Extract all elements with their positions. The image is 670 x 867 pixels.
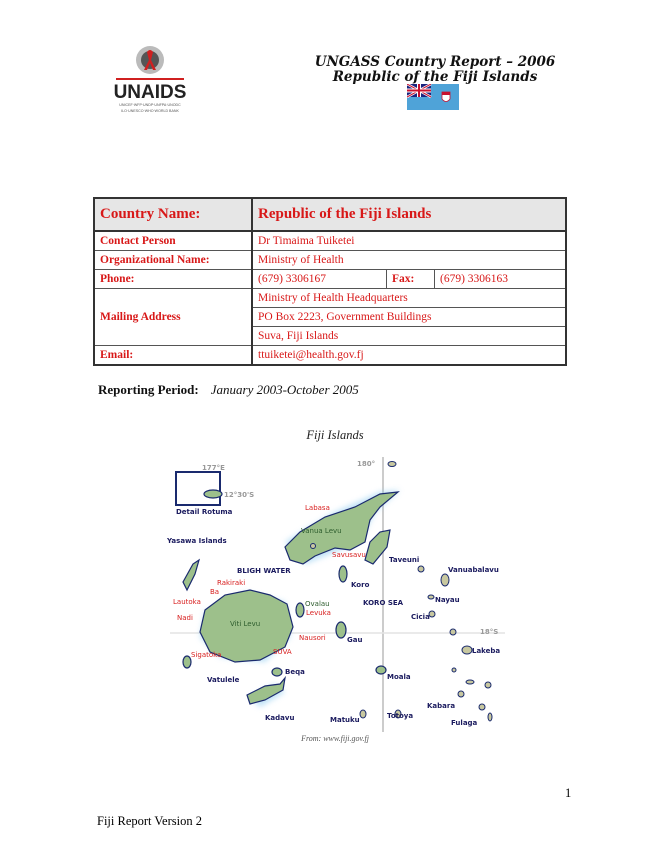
svg-text:ILO·UNESCO·WHO·WORLD BANK: ILO·UNESCO·WHO·WORLD BANK <box>121 109 179 113</box>
org-name-label: Organizational Name: <box>93 250 253 270</box>
map-label: Levuka <box>306 609 331 617</box>
map-label: 18°S <box>480 628 498 636</box>
map-label: Labasa <box>305 504 330 512</box>
map-label: Rakiraki <box>217 579 245 587</box>
reporting-period: Reporting Period: January 2003-October 20… <box>98 382 359 398</box>
phone-value: (679) 3306167 <box>251 269 387 289</box>
map-label: Yasawa Islands <box>166 537 227 545</box>
table-row: Phone: (679) 3306167 Fax: (679) 3306163 <box>93 269 567 289</box>
map-label: Totoya <box>387 712 413 720</box>
fax-value: (679) 3306163 <box>434 269 567 289</box>
table-row: Country Name: Republic of the Fiji Islan… <box>93 197 567 232</box>
map-label: Gau <box>347 636 362 644</box>
report-title-line1: UNGASS Country Report – 2006 <box>314 54 556 70</box>
country-name-value: Republic of the Fiji Islands <box>251 197 567 232</box>
map-label: Nayau <box>435 596 460 604</box>
email-value[interactable]: ttuiketei@health.gov.fj <box>251 345 567 366</box>
mailing-address-line: Suva, Fiji Islands <box>251 326 567 346</box>
map-label: Lakeba <box>472 647 500 655</box>
table-row: Email: ttuiketei@health.gov.fj <box>93 345 567 366</box>
svg-text:UNAIDS: UNAIDS <box>114 82 187 103</box>
map-label: Beqa <box>285 668 305 676</box>
phone-label: Phone: <box>93 269 253 289</box>
map-label: Koro <box>351 581 370 589</box>
map-label: Kabara <box>427 702 455 710</box>
viti-levu <box>199 589 294 663</box>
fax-label: Fax: <box>386 269 435 289</box>
country-info-table: Country Name: Republic of the Fiji Islan… <box>93 197 567 366</box>
map-label: Nausori <box>299 634 326 642</box>
map-label: Savusavu <box>332 551 366 559</box>
table-row: Contact Person Dr Timaima Tuiketei <box>93 230 567 251</box>
map-label: Vanuabalavu <box>448 566 499 574</box>
report-title: UNGASS Country Report – 2006 Republic of… <box>300 55 570 85</box>
org-name-value: Ministry of Health <box>251 250 567 270</box>
page-number: 1 <box>565 786 572 800</box>
reporting-period-value: January 2003-October 2005 <box>210 382 359 397</box>
map-label: Lautoka <box>173 598 201 606</box>
map-label: Detail Rotuma <box>176 508 233 516</box>
map-label: Viti Levu <box>230 620 260 628</box>
map-label: Ovalau <box>305 600 330 608</box>
taveuni <box>364 529 391 565</box>
map-label: KORO SEA <box>363 599 404 607</box>
fiji-map: 180° 177°E 12°30'S 18°S Detail Rotuma Ya… <box>165 452 510 734</box>
map-label: 180° <box>357 460 375 468</box>
map-label: 177°E <box>202 464 225 472</box>
footer-text: Fiji Report Version 2 <box>97 814 202 828</box>
map-label: Kadavu <box>265 714 294 722</box>
mailing-address-label: Mailing Address <box>93 288 253 346</box>
mailing-address-line: PO Box 2223, Government Buildings <box>251 307 567 327</box>
map-label: Matuku <box>330 716 360 724</box>
map-label: 12°30'S <box>224 491 254 499</box>
contact-person-value: Dr Timaima Tuiketei <box>251 230 567 251</box>
report-title-line2: Republic of the Fiji Islands <box>332 69 538 85</box>
email-label: Email: <box>93 345 253 366</box>
map-labels: 180° 177°E 12°30'S 18°S Detail Rotuma Ya… <box>166 460 500 727</box>
map-label: BLIGH WATER <box>237 567 291 575</box>
mailing-address-line: Ministry of Health Headquarters <box>251 288 567 308</box>
map-label: Vatulele <box>207 676 240 684</box>
contact-person-label: Contact Person <box>93 230 253 251</box>
map-label: Fulaga <box>451 719 478 727</box>
map-label: Taveuni <box>389 556 419 564</box>
map-label: Ba <box>210 588 219 596</box>
kadavu <box>246 675 286 705</box>
map-label: SUVA <box>273 648 292 656</box>
table-row: Mailing Address Ministry of Health Headq… <box>93 288 567 346</box>
fiji-flag <box>406 82 459 110</box>
rotuma-inset <box>175 471 221 506</box>
map-label: Moala <box>387 673 411 681</box>
figure-caption: Fiji Islands <box>306 428 364 442</box>
unaids-logo: UNAIDS UNICEF·WFP·UNDP·UNFPA·UNODC ILO·U… <box>104 44 196 120</box>
map-label: Sigatoka <box>191 651 221 659</box>
svg-text:UNICEF·WFP·UNDP·UNFPA·UNODC: UNICEF·WFP·UNDP·UNFPA·UNODC <box>119 103 181 107</box>
map-label: Vanua Levu <box>301 527 342 535</box>
table-row: Suva, Fiji Islands <box>94 326 567 346</box>
map-label: Cicia <box>411 613 430 621</box>
figure-source: From: www.fiji.gov.fj <box>301 734 369 743</box>
country-name-label: Country Name: <box>93 197 253 232</box>
reporting-period-label: Reporting Period: <box>98 382 199 397</box>
table-row: Organizational Name: Ministry of Health <box>93 250 567 270</box>
map-label: Nadi <box>177 614 193 622</box>
